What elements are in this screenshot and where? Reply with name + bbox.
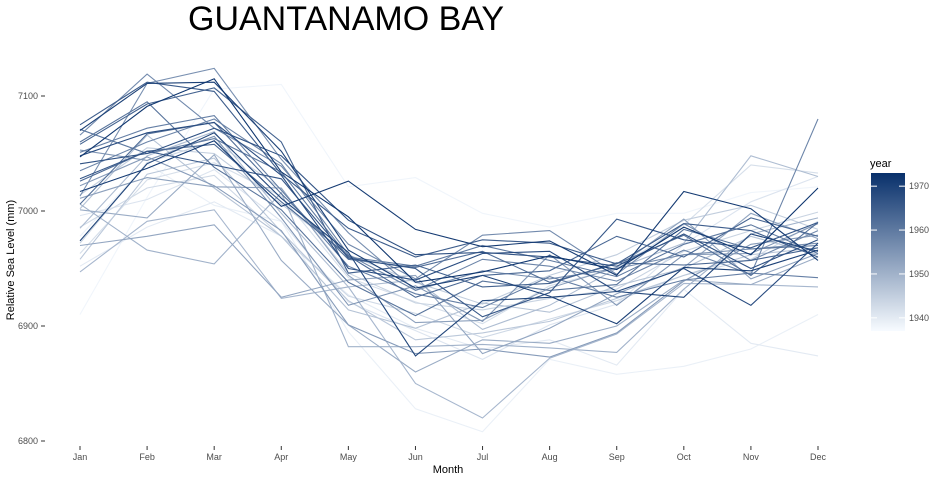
x-tick-label-jul: Jul [477, 452, 489, 462]
x-tick-label-sep: Sep [609, 452, 625, 462]
series-line-1967 [79, 127, 819, 270]
series-line-1949 [79, 209, 819, 419]
series-line-1943 [79, 174, 819, 339]
x-tick-label-oct: Oct [677, 452, 692, 462]
series-line-1948 [79, 131, 819, 331]
x-tick-label-nov: Nov [743, 452, 760, 462]
series-line-1958 [79, 118, 819, 292]
legend-tick-label: 1950 [909, 269, 929, 279]
x-axis-title: Month [433, 464, 464, 476]
series-line-1944 [79, 140, 819, 311]
x-axis: Jan Feb Mar Apr May Jun Jul Aug Sep Oct Nov Dec [73, 446, 827, 462]
x-tick-label-feb: Feb [139, 452, 155, 462]
series-line-1970 [79, 81, 819, 325]
x-tick-label-apr: Apr [274, 452, 288, 462]
series-line-1957 [79, 73, 819, 280]
series-line-1938 [79, 83, 819, 315]
series-line-1953 [79, 177, 819, 324]
color-legend: year 1940 1950 1960 1970 [870, 158, 929, 331]
x-tick-label-jun: Jun [408, 452, 423, 462]
series-line-1951 [79, 153, 819, 373]
series-line-1969 [79, 132, 819, 357]
legend-tick-label: 1940 [909, 313, 929, 323]
x-tick-label-jan: Jan [73, 452, 88, 462]
series-line-1968 [79, 121, 819, 306]
series-line-1964 [79, 87, 819, 288]
x-tick-label-aug: Aug [542, 452, 558, 462]
series-line-1950 [79, 191, 819, 353]
y-tick-label: 6900 [18, 321, 38, 331]
legend-colorbar [871, 173, 905, 331]
series-line-1966 [79, 150, 819, 318]
series-line-1965 [79, 81, 819, 265]
series-line-1971 [79, 140, 819, 277]
series-line-1946 [79, 157, 819, 341]
series-line-1961 [79, 101, 819, 317]
series-line-1959 [79, 115, 819, 309]
series-line-1952 [79, 212, 819, 355]
series-line-1947 [79, 134, 819, 329]
y-tick-label: 7100 [18, 91, 38, 101]
x-tick-label-may: May [340, 452, 358, 462]
y-axis: 6800 6900 7000 7100 [18, 91, 45, 446]
y-tick-label: 6800 [18, 436, 38, 446]
legend-title: year [870, 158, 892, 170]
legend-tick-label: 1970 [909, 181, 929, 191]
x-tick-label-mar: Mar [206, 452, 222, 462]
legend-tick-label: 1960 [909, 225, 929, 235]
series-line-1972 [79, 78, 819, 283]
chart-title: GUANTANAMO BAY [188, 0, 504, 38]
series-line-1940 [79, 201, 819, 366]
series-line-1939 [79, 163, 819, 433]
y-axis-title: Relative Sea Level (mm) [5, 200, 17, 320]
series-lines [79, 67, 819, 433]
y-tick-label: 7000 [18, 206, 38, 216]
x-tick-label-dec: Dec [810, 452, 827, 462]
